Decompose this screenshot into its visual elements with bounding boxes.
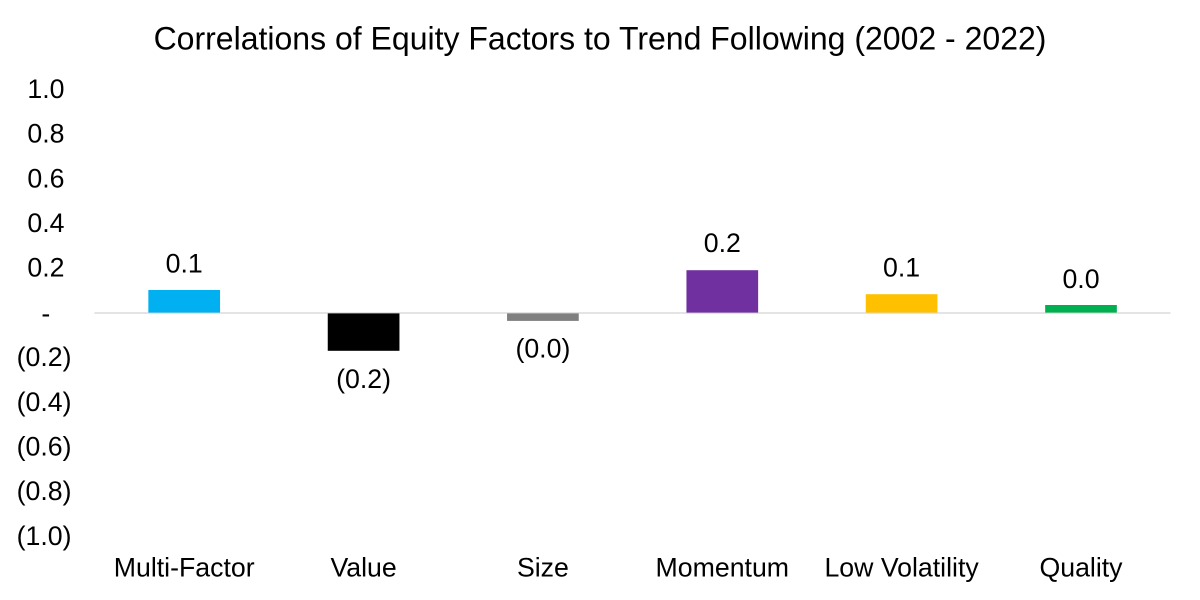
svg-text:0.2: 0.2 bbox=[704, 228, 741, 258]
svg-text:Momentum: Momentum bbox=[656, 553, 789, 583]
svg-text:0.4: 0.4 bbox=[27, 208, 64, 238]
svg-text:0.1: 0.1 bbox=[883, 253, 920, 283]
svg-text:Size: Size bbox=[517, 553, 569, 583]
svg-text:(0.4): (0.4) bbox=[17, 387, 72, 417]
svg-text:Quality: Quality bbox=[1039, 553, 1123, 583]
svg-text:Value: Value bbox=[330, 553, 396, 583]
svg-text:0.1: 0.1 bbox=[166, 248, 203, 278]
svg-text:1.0: 1.0 bbox=[27, 74, 64, 104]
svg-text:0.8: 0.8 bbox=[27, 119, 64, 149]
svg-text:(0.8): (0.8) bbox=[17, 476, 72, 506]
svg-text:0.6: 0.6 bbox=[27, 163, 64, 193]
svg-text:(0.6): (0.6) bbox=[17, 432, 72, 462]
svg-text:(1.0): (1.0) bbox=[17, 521, 72, 551]
svg-text:-: - bbox=[41, 299, 50, 329]
svg-text:0.2: 0.2 bbox=[27, 253, 64, 283]
svg-text:Low Volatility: Low Volatility bbox=[824, 553, 979, 583]
svg-text:(0.2): (0.2) bbox=[336, 364, 391, 394]
svg-text:Correlations of Equity Factors: Correlations of Equity Factors to Trend … bbox=[154, 20, 1047, 56]
svg-text:0.0: 0.0 bbox=[1062, 264, 1099, 294]
svg-text:(0.2): (0.2) bbox=[17, 342, 72, 372]
svg-text:Multi-Factor: Multi-Factor bbox=[114, 553, 255, 583]
svg-text:(0.0): (0.0) bbox=[515, 333, 570, 363]
